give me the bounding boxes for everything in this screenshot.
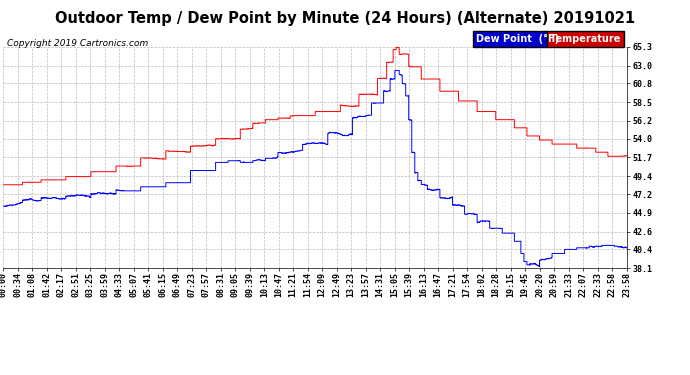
Text: Temperature  (°F): Temperature (°F) [550, 34, 647, 44]
Text: Copyright 2019 Cartronics.com: Copyright 2019 Cartronics.com [7, 39, 148, 48]
Text: Outdoor Temp / Dew Point by Minute (24 Hours) (Alternate) 20191021: Outdoor Temp / Dew Point by Minute (24 H… [55, 11, 635, 26]
Text: Dew Point  (°F): Dew Point (°F) [476, 34, 559, 44]
